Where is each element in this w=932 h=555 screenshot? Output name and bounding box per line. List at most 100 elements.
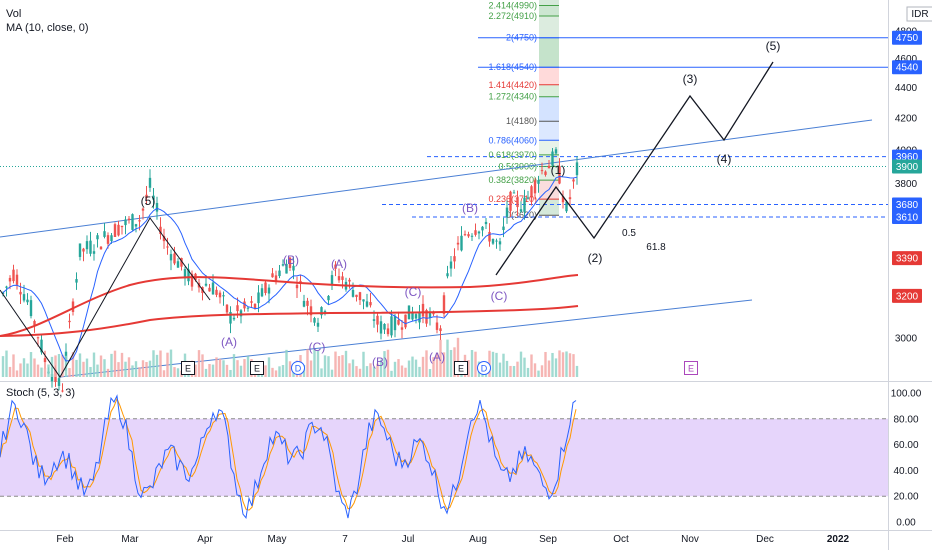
volume-bar	[232, 354, 236, 377]
earnings-marker-text: E	[458, 364, 464, 374]
event-marker: E	[181, 361, 195, 375]
volume-bar	[432, 357, 435, 377]
candle-body	[470, 235, 474, 237]
candle-body	[568, 197, 572, 200]
price-tick-label: 4600	[895, 54, 918, 65]
volume-bar	[148, 360, 152, 377]
volume-bar	[407, 360, 411, 377]
candle-body	[551, 151, 554, 166]
candle-body	[110, 235, 113, 242]
fib-zone-band	[539, 166, 559, 181]
candle-body	[306, 300, 309, 306]
candle-body	[537, 180, 540, 184]
volume-bar	[502, 353, 505, 377]
volume-bar	[40, 367, 43, 377]
corrective-wave-label: (C)	[405, 285, 422, 299]
volume-bar	[355, 366, 358, 377]
candle-body	[484, 221, 488, 225]
earnings-marker	[181, 361, 195, 375]
volume-bar	[397, 359, 400, 377]
volume-bar	[519, 351, 523, 377]
volume-bar	[78, 353, 82, 377]
candle-body	[285, 263, 288, 274]
candle-body	[176, 261, 180, 268]
volume-bar	[166, 352, 169, 377]
volume-bar	[12, 354, 15, 377]
candle-body	[218, 292, 222, 298]
long-ma-lower	[0, 305, 579, 337]
candle-body	[187, 269, 190, 282]
candle-body	[474, 230, 477, 235]
fib-level-label: 0.618(3970)	[488, 150, 537, 160]
candle-body	[505, 207, 509, 217]
candle-body	[372, 319, 376, 321]
candle-body	[302, 300, 306, 307]
volume-bar	[103, 359, 106, 377]
volume-bar	[36, 364, 40, 377]
candle-body	[239, 310, 243, 317]
candle-body	[313, 318, 316, 323]
candle-body	[229, 311, 232, 324]
volume-bar	[278, 366, 281, 377]
fib-zone-band	[539, 5, 559, 17]
fib-zone-band	[539, 199, 559, 216]
candle-body	[22, 294, 26, 301]
volume-bar	[516, 361, 519, 377]
candle-body	[316, 322, 320, 327]
price-badge-label: 3200	[896, 291, 919, 302]
candle-body	[120, 225, 124, 228]
volume-bar	[365, 366, 369, 377]
candle-body	[561, 196, 565, 203]
fib-zone-band	[539, 0, 559, 6]
ma-legend[interactable]: MA (10, close, 0)	[6, 22, 89, 34]
volume-bar	[99, 355, 103, 377]
volume-bar	[152, 350, 155, 377]
volume-bar	[218, 359, 222, 377]
fib-level-label: 0.5(3900)	[498, 162, 537, 172]
candle-body	[516, 197, 519, 208]
volume-bar	[61, 354, 64, 377]
volume-bar	[414, 359, 418, 377]
volume-bar	[533, 363, 537, 377]
fib-annotation: 61.8	[646, 242, 666, 253]
projected-wave-path	[495, 61, 774, 276]
earnings-marker-text: E	[254, 364, 260, 374]
volume-bar	[264, 365, 267, 377]
long-ma-upper	[0, 274, 579, 337]
candle-body	[414, 314, 418, 319]
earnings-marker	[454, 361, 468, 375]
candle-body	[215, 289, 218, 295]
candle-body	[246, 307, 250, 309]
volume-bar	[82, 361, 85, 377]
volume-legend[interactable]: Vol	[6, 8, 22, 20]
time-tick-label: Oct	[613, 534, 629, 545]
price-badge	[892, 251, 922, 266]
candle-body	[509, 191, 512, 211]
candle-body	[211, 282, 215, 295]
event-marker: D	[291, 361, 305, 375]
candle-body	[512, 192, 516, 194]
volume-bar	[229, 369, 232, 377]
candle-body	[453, 256, 456, 262]
volume-bar	[285, 349, 288, 377]
volume-bar	[145, 361, 148, 377]
event-marker: E	[684, 361, 698, 375]
volume-bar	[236, 360, 239, 377]
candle-body	[362, 299, 365, 302]
fib-zone-band	[539, 84, 559, 97]
candle-body	[544, 171, 547, 175]
event-marker: E	[454, 361, 468, 375]
channel-lower	[59, 299, 753, 378]
price-badge	[892, 30, 922, 45]
volume-bar	[558, 350, 561, 377]
volume-bar	[344, 350, 348, 377]
volume-bar	[547, 360, 551, 377]
volume-bar	[173, 367, 176, 377]
volume-bar	[222, 360, 225, 377]
volume-bar	[57, 354, 61, 377]
dividend-marker-text: D	[481, 364, 488, 374]
volume-bar	[75, 359, 78, 377]
candle-body	[446, 273, 449, 277]
stoch-legend[interactable]: Stoch (5, 3, 3)	[6, 387, 76, 399]
